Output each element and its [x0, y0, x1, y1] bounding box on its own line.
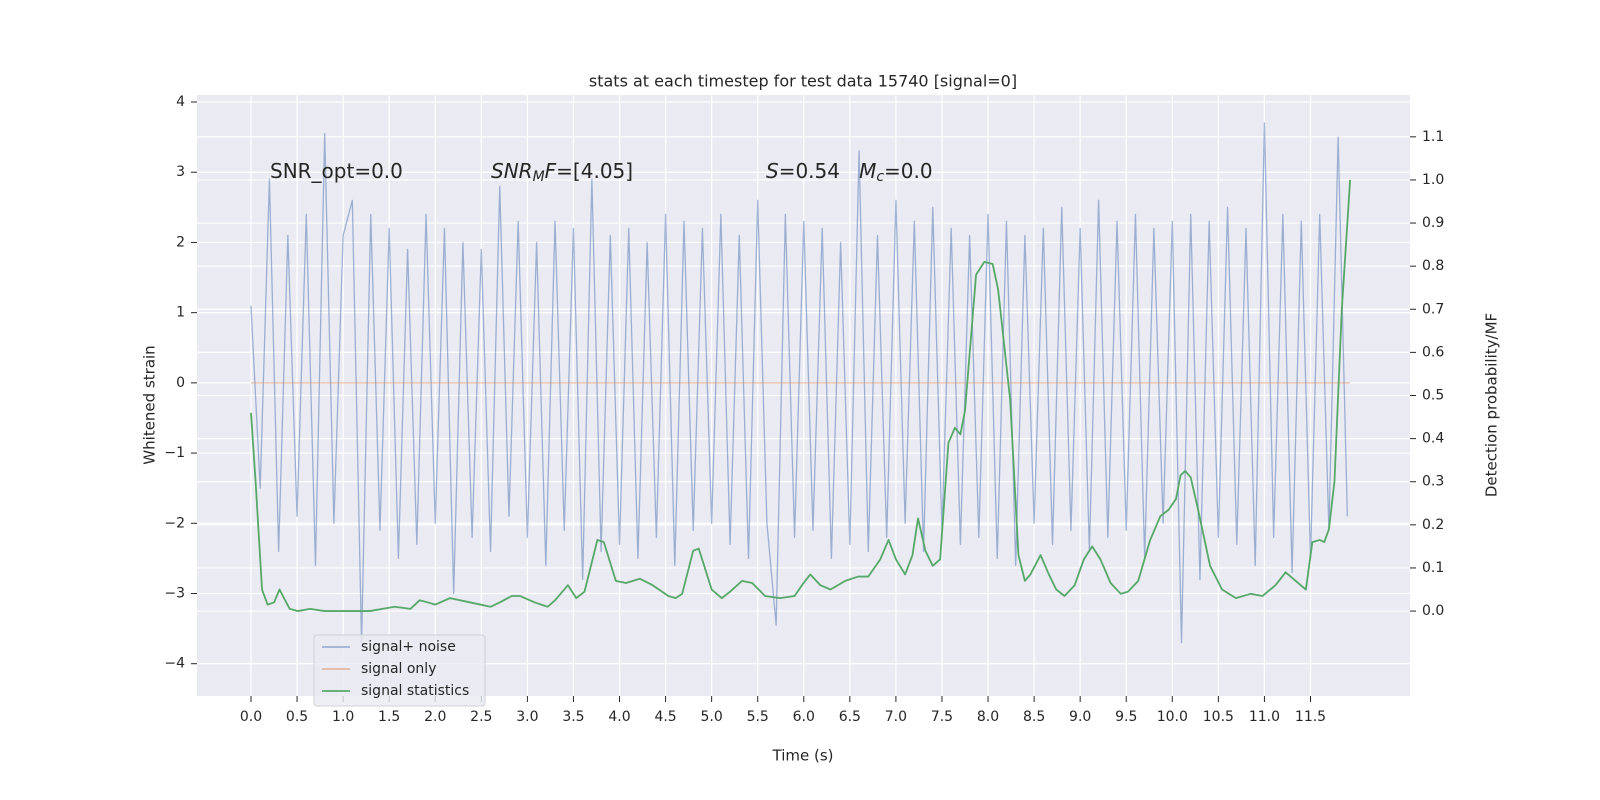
y2-tick-label: 0.0 — [1422, 603, 1444, 619]
y2-tick-label: 0.9 — [1422, 215, 1444, 231]
x-tick-label: 7.0 — [885, 709, 907, 725]
annotation: SNR_opt=0.0 — [270, 159, 403, 183]
annotation-part: SNR — [491, 159, 533, 183]
x-tick-label: 7.5 — [931, 709, 953, 725]
y-tick-label: −3 — [164, 585, 185, 601]
y-tick-label: 0 — [176, 375, 185, 391]
y-tick-label: −1 — [164, 445, 185, 461]
x-tick-label: 1.5 — [378, 709, 400, 725]
y2-tick-label: 1.1 — [1422, 129, 1444, 145]
y2-tick-label: 1.0 — [1422, 172, 1444, 188]
x-tick-label: 4.5 — [654, 709, 676, 725]
y2-tick-label: 0.8 — [1422, 258, 1444, 274]
x-tick-label: 11.5 — [1295, 709, 1326, 725]
x-tick-label: 6.0 — [793, 709, 815, 725]
legend-label: signal only — [361, 661, 436, 677]
x-tick-label: 3.0 — [516, 709, 538, 725]
x-tick-label: 4.0 — [608, 709, 630, 725]
marks — [250, 122, 1352, 644]
y2-tick-label: 0.1 — [1422, 560, 1444, 576]
x-tick-label: 3.5 — [562, 709, 584, 725]
y-tick-label: −2 — [164, 515, 185, 531]
x-tick-label: 1.0 — [332, 709, 354, 725]
chart-title: stats at each timestep for test data 157… — [589, 72, 1017, 91]
annotation-part: SNR_opt=0.0 — [270, 159, 403, 183]
annotation-part: M — [859, 159, 876, 183]
x-tick-label: 9.0 — [1069, 709, 1091, 725]
annotation-part: S — [766, 159, 779, 183]
x-tick-label: 5.5 — [747, 709, 769, 725]
y-tick-label: 2 — [176, 234, 185, 250]
x-tick-label: 11.0 — [1249, 709, 1280, 725]
x-tick-label: 5.0 — [701, 709, 723, 725]
y2-tick-label: 0.2 — [1422, 517, 1444, 533]
legend: signal+ noise signal only signal statistic… — [313, 634, 486, 707]
x-tick-label: 0.5 — [286, 709, 308, 725]
x-tick-label: 6.5 — [839, 709, 861, 725]
annotation: SNRMF=[4.05] — [491, 159, 633, 186]
y2-tick-label: 0.5 — [1422, 388, 1444, 404]
annotations: SNR_opt=0.0 SNRMF=[4.05] S=0.54 Mc=0.0 — [270, 159, 933, 186]
x-tick-label: 2.0 — [424, 709, 446, 725]
y-tick-label: −4 — [164, 656, 185, 672]
y-axis-label: Whitened strain — [141, 345, 159, 464]
legend-label: signal statistics — [361, 683, 469, 699]
annotation-part: =0.0 — [884, 159, 933, 183]
y2-tick-label: 0.7 — [1422, 301, 1444, 317]
x-tick-label: 0.0 — [240, 709, 262, 725]
y2-tick-label: 0.4 — [1422, 431, 1444, 447]
x-axis-label: Time (s) — [772, 747, 834, 765]
y-tick-label: 3 — [176, 164, 185, 180]
x-tick-label: 2.5 — [470, 709, 492, 725]
y2-axis-label: Detection probability/MF — [1483, 313, 1501, 497]
y-tick-label: 4 — [176, 94, 185, 110]
y-tick-label: 1 — [176, 305, 185, 321]
y2-tick-label: 0.6 — [1422, 344, 1444, 360]
annotation-part: c — [876, 169, 884, 185]
x-tick-label: 10.5 — [1203, 709, 1234, 725]
annotation-part: =0.54 — [779, 159, 859, 183]
series-line — [250, 179, 1352, 612]
series-line — [250, 122, 1348, 644]
annotation-part: =[4.05] — [556, 159, 633, 183]
annotation-part: M — [533, 169, 545, 185]
y2-tick-label: 0.3 — [1422, 474, 1444, 490]
annotation-part: F — [545, 159, 557, 183]
x-tick-label: 10.0 — [1157, 709, 1188, 725]
x-tick-label: 8.5 — [1023, 709, 1045, 725]
legend-label: signal+ noise — [361, 639, 456, 655]
x-tick-label: 8.0 — [977, 709, 999, 725]
axes: 0.0 0.5 1.0 1.5 2.0 2.5 3.0 3.5 4.0 4.5 5.0 5.5 6.0 6… — [164, 94, 1444, 725]
annotation: S=0.54 Mc=0.0 — [766, 159, 933, 186]
legend-box — [313, 634, 486, 707]
x-tick-label: 9.5 — [1115, 709, 1137, 725]
